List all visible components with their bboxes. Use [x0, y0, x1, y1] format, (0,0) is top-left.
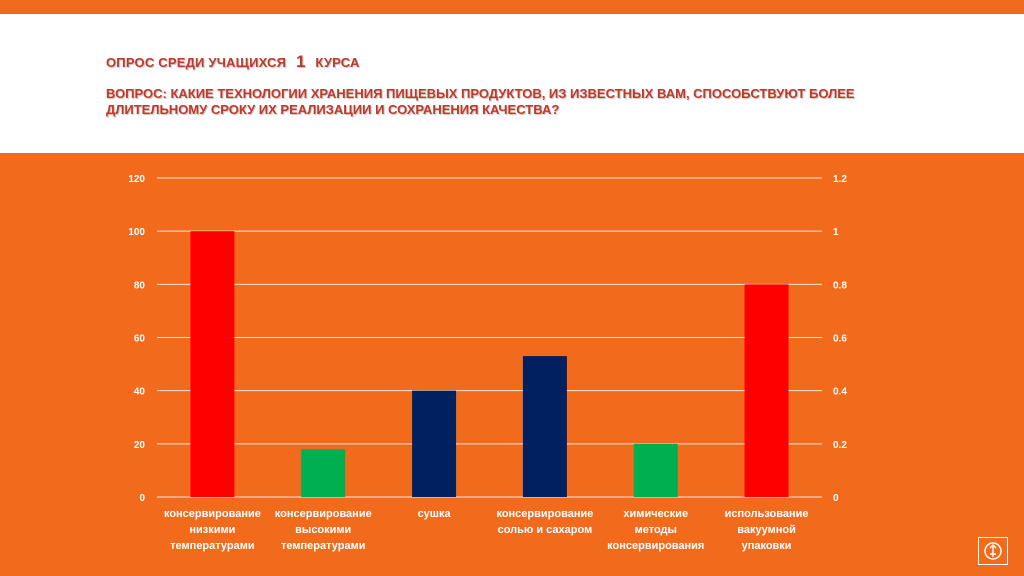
survey-title: ОПРОС СРЕДИ УЧАЩИХСЯ 1 КУРСА — [106, 52, 360, 72]
title-prefix: ОПРОС СРЕДИ УЧАЩИХСЯ — [106, 55, 287, 70]
x-category-label: высокими — [295, 524, 351, 536]
bar — [522, 356, 567, 497]
x-category-label: консервирование — [496, 508, 593, 520]
y-tick-label: 60 — [134, 334, 146, 345]
top-strip — [0, 0, 1024, 14]
bar — [412, 390, 457, 497]
y2-tick-label: 0.8 — [833, 280, 847, 291]
y-tick-label: 80 — [134, 280, 146, 291]
x-category-label: температурами — [281, 540, 365, 552]
x-category-label: температурами — [170, 540, 254, 552]
survey-question: ВОПРОС: КАКИЕ ТЕХНОЛОГИИ ХРАНЕНИЯ ПИЩЕВЫ… — [106, 86, 855, 117]
y-tick-label: 40 — [134, 387, 146, 398]
title-number: 1 — [295, 52, 306, 71]
title-suffix: КУРСА — [315, 55, 360, 70]
x-category-label: солью и сахаром — [498, 524, 593, 536]
y-tick-label: 20 — [134, 440, 146, 451]
x-category-label: консервирование — [164, 508, 261, 520]
y2-tick-label: 0.6 — [833, 334, 847, 345]
y-tick-label: 100 — [128, 227, 145, 238]
x-category-label: низкими — [189, 524, 235, 536]
logo-badge — [978, 537, 1008, 565]
header-panel: ОПРОС СРЕДИ УЧАЩИХСЯ 1 КУРСА ВОПРОС: КАК… — [0, 14, 1024, 153]
y2-tick-label: 0.4 — [833, 387, 847, 398]
bar-chart: 0 0 20 0.2 40 0.4 60 0.6 80 0.8 100 1 120 1.2 консерви… — [128, 174, 847, 552]
emblem-icon — [984, 542, 1002, 560]
x-category-label: вакуумной — [737, 524, 796, 536]
x-category-label: методы — [635, 524, 677, 536]
bar — [744, 284, 789, 497]
x-category-label: упаковки — [742, 540, 792, 552]
x-category-label: консервирования — [607, 540, 704, 552]
y2-tick-label: 0 — [833, 493, 839, 504]
x-category-label: использование — [725, 508, 809, 520]
y-tick-label: 0 — [139, 493, 145, 504]
bar — [190, 231, 235, 497]
y2-tick-label: 0.2 — [833, 440, 847, 451]
x-category-label: сушка — [418, 508, 452, 520]
x-category-label: химические — [623, 508, 688, 520]
y2-tick-label: 1 — [833, 227, 839, 238]
bar — [633, 443, 678, 497]
y-tick-label: 120 — [128, 174, 145, 185]
y2-tick-label: 1.2 — [833, 174, 847, 185]
bar — [301, 449, 346, 497]
x-category-label: консервирование — [275, 508, 372, 520]
